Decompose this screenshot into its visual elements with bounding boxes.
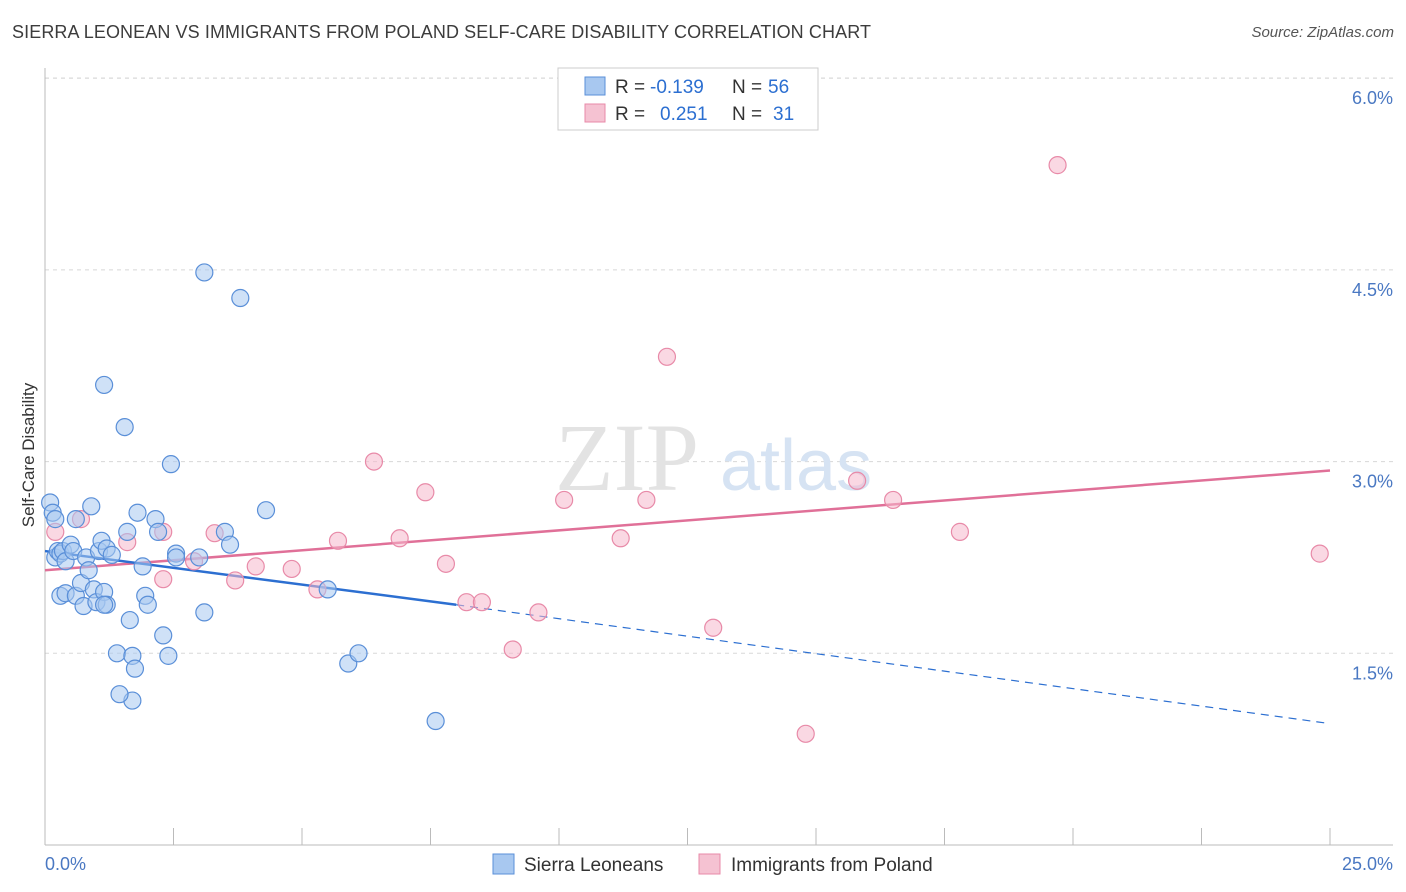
x-tick-label-min: 0.0% [45,854,86,874]
data-point-sierra-leoneans [66,510,85,529]
y-tick-label: 4.5% [1352,280,1393,300]
data-point-sierra-leoneans [148,522,168,541]
data-point-immigrants-from-poland [883,490,903,510]
x-tick-label-max: 25.0% [1342,854,1393,874]
legend-label-sierra-leoneans: Sierra Leoneans [524,855,663,876]
legend-swatch-sierra-leoneans [492,853,515,875]
stats-legend-swatch-blue [584,76,606,96]
data-point-sierra-leoneans [95,595,114,614]
y-tick-label: 6.0% [1352,88,1393,108]
series-immigrants-from-poland [46,156,1329,743]
watermark: ZIP atlas [555,404,872,511]
data-point-immigrants-from-poland [555,490,574,510]
source-credit: Source: ZipAtlas.com [1251,24,1394,41]
stats-legend: R = -0.139 N = 56 R = 0.251 N = 31 [557,67,819,131]
data-point-immigrants-from-poland [1310,544,1329,563]
stats-legend-swatch-pink [584,103,606,123]
stats-legend-n-label-pink: N = [732,104,762,125]
data-point-sierra-leoneans [166,548,186,567]
data-point-sierra-leoneans [256,501,276,520]
data-point-sierra-leoneans [107,644,127,663]
data-point-immigrants-from-poland [282,559,301,579]
y-axis-label: Self-Care Disability [19,382,38,527]
data-point-sierra-leoneans [133,557,152,576]
watermark-atlas: atlas [720,426,872,506]
data-point-immigrants-from-poland [390,529,409,548]
data-point-sierra-leoneans [159,646,178,665]
stats-legend-r-label-blue: R = [615,77,645,98]
series-sierra-leoneans [41,263,445,731]
y-tick-label: 3.0% [1352,472,1393,492]
data-point-immigrants-from-poland [704,618,723,637]
data-point-immigrants-from-poland [328,531,348,550]
chart-title: SIERRA LEONEAN VS IMMIGRANTS FROM POLAND… [12,22,872,42]
data-point-sierra-leoneans [161,455,181,474]
data-point-sierra-leoneans [426,711,445,731]
data-point-sierra-leoneans [118,522,137,541]
stats-legend-n-value-blue: 56 [768,77,789,98]
data-point-sierra-leoneans [110,685,129,704]
data-point-immigrants-from-poland [848,471,867,490]
data-point-immigrants-from-poland [436,554,456,573]
y-tick-label: 1.5% [1352,663,1393,683]
y-tick-labels: 1.5% 3.0% 4.5% 6.0% [1352,88,1393,683]
stats-legend-r-label-pink: R = [615,104,645,125]
legend-label-immigrants-from-poland: Immigrants from Poland [731,855,933,876]
data-point-sierra-leoneans [231,288,250,308]
data-point-sierra-leoneans [95,375,114,395]
stats-legend-r-value-blue: -0.139 [650,77,704,98]
data-point-sierra-leoneans [102,545,121,564]
watermark-zip: ZIP [555,404,699,511]
data-point-sierra-leoneans [138,595,157,614]
data-point-immigrants-from-poland [246,557,265,576]
x-ticks [44,828,1331,845]
data-point-sierra-leoneans [154,626,173,645]
data-point-sierra-leoneans [46,510,65,529]
data-point-immigrants-from-poland [472,593,491,612]
data-point-sierra-leoneans [349,644,368,663]
stats-legend-n-label-blue: N = [732,77,762,98]
data-point-sierra-leoneans [115,417,134,437]
data-point-sierra-leoneans [120,610,139,630]
data-point-sierra-leoneans [195,603,214,622]
data-point-immigrants-from-poland [950,522,970,541]
data-point-sierra-leoneans [190,548,209,567]
axes [44,68,1393,846]
data-point-immigrants-from-poland [1048,156,1067,175]
data-point-sierra-leoneans [128,503,147,522]
data-point-immigrants-from-poland [503,640,522,659]
data-point-sierra-leoneans [318,580,337,599]
bottom-legend: Sierra Leoneans Immigrants from Poland [492,853,933,876]
data-point-immigrants-from-poland [657,347,677,366]
data-point-sierra-leoneans [220,535,240,554]
data-point-immigrants-from-poland [226,571,245,590]
data-point-immigrants-from-poland [529,603,548,622]
stats-legend-r-value-pink: 0.251 [660,104,708,125]
data-point-immigrants-from-poland [796,724,815,743]
data-point-sierra-leoneans [79,561,98,580]
data-point-immigrants-from-poland [611,529,630,548]
data-point-immigrants-from-poland [154,570,173,589]
data-point-sierra-leoneans [195,263,214,282]
data-point-immigrants-from-poland [637,490,656,510]
data-point-immigrants-from-poland [416,483,435,502]
legend-swatch-immigrants-from-poland [698,853,721,875]
trend-line-sierra-leoneans-extrapolated [456,604,1331,725]
trend-line-immigrants-from-poland [44,469,1331,572]
stats-legend-n-value-pink: 31 [773,104,794,125]
data-point-sierra-leoneans [125,659,145,678]
data-point-immigrants-from-poland [364,452,384,471]
data-point-sierra-leoneans [82,497,101,516]
data-point-immigrants-from-poland [457,593,476,612]
